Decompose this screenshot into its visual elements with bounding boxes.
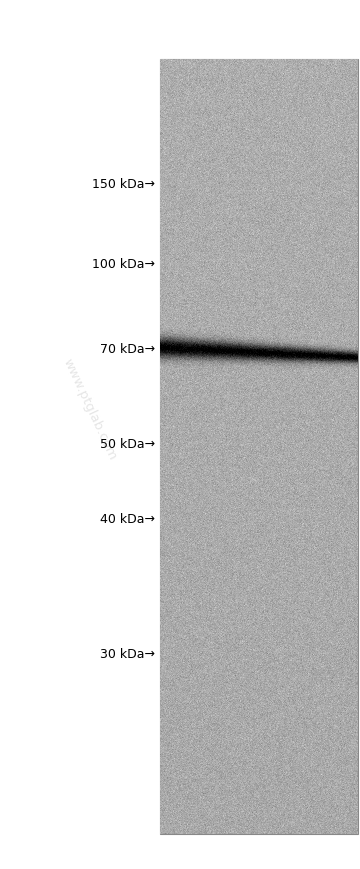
Text: 40 kDa→: 40 kDa→	[100, 513, 155, 526]
Bar	[160, 60, 358, 834]
Text: 30 kDa→: 30 kDa→	[100, 647, 155, 660]
Text: 100 kDa→: 100 kDa→	[92, 258, 155, 271]
Text: 150 kDa→: 150 kDa→	[92, 178, 155, 191]
Text: www.ptglab.com: www.ptglab.com	[61, 355, 119, 461]
Text: 50 kDa→: 50 kDa→	[100, 438, 155, 451]
Text: 70 kDa→: 70 kDa→	[100, 343, 155, 356]
